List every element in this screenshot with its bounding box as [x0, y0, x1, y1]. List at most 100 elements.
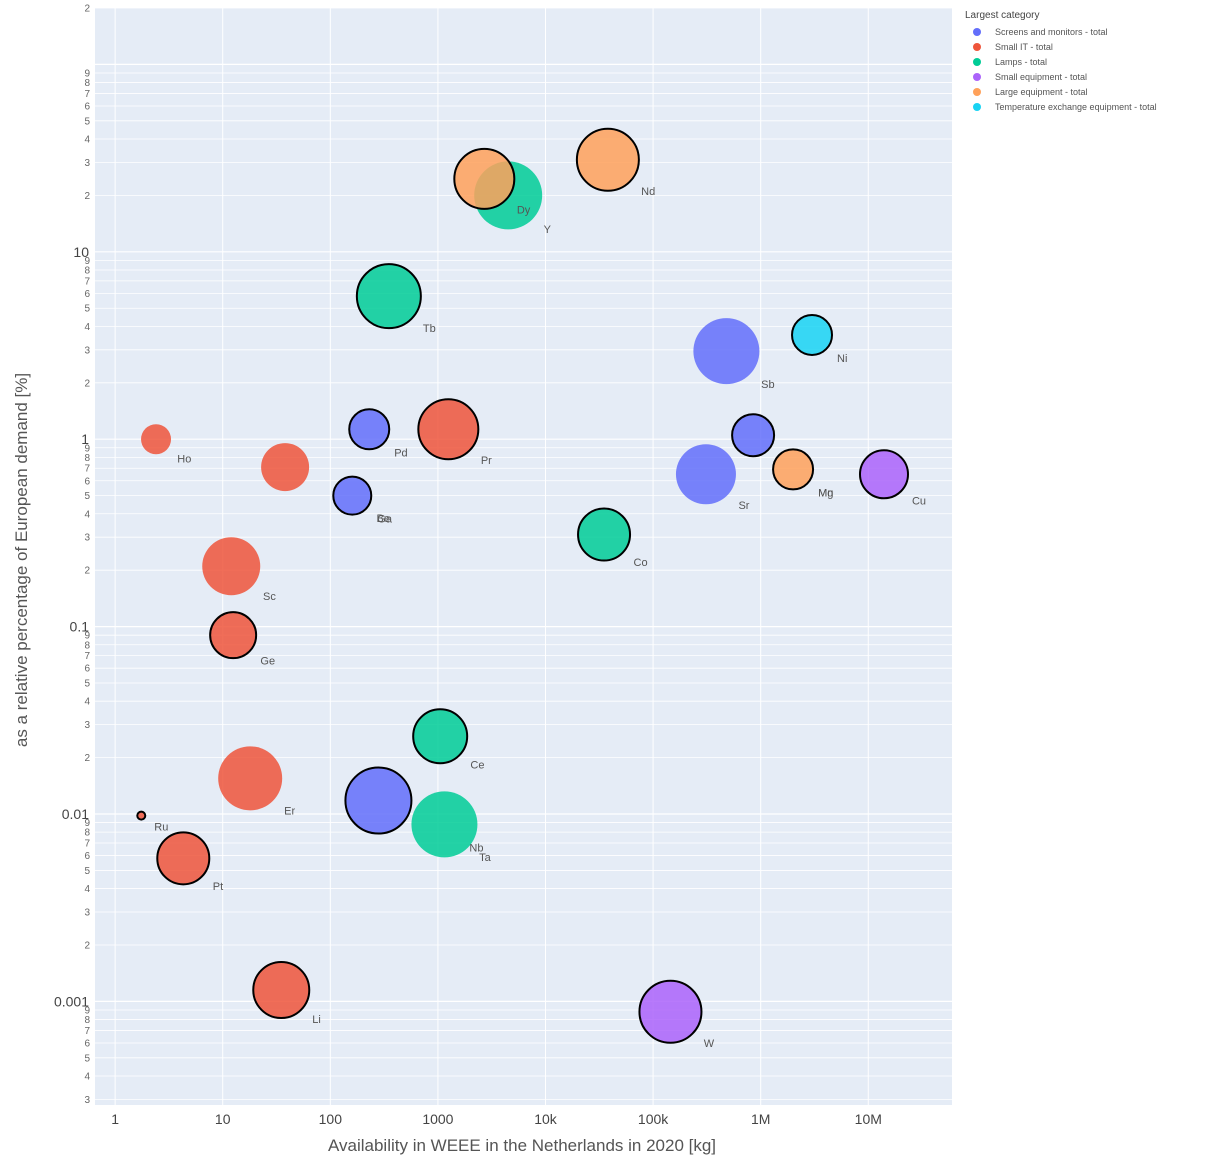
y-minor-tick-label: 6 [84, 1038, 90, 1049]
y-minor-tick-label: 4 [84, 322, 90, 333]
y-minor-tick-label: 3 [84, 158, 90, 169]
y-minor-tick-label: 4 [84, 697, 90, 708]
y-minor-tick-label: 6 [84, 851, 90, 862]
y-minor-tick-label: 6 [84, 476, 90, 487]
bubble-pt [156, 831, 211, 886]
bubble-unlabeled [261, 443, 310, 492]
x-axis-label: Availability in WEEE in the Netherlands … [328, 1136, 716, 1155]
y-minor-tick-label: 9 [84, 443, 90, 454]
x-tick-label: 1 [111, 1111, 119, 1127]
grid-lines [95, 7, 952, 1105]
bubble-mg [772, 448, 815, 491]
point-label-ru: Ru [154, 822, 168, 834]
legend-marker [973, 27, 981, 36]
bubble-li [252, 961, 311, 1020]
legend: Largest category Screens and monitors - … [965, 10, 1205, 114]
y-minor-tick-label: 3 [84, 533, 90, 544]
legend-item[interactable]: Lamps - total [965, 54, 1205, 69]
y-minor-tick-label: 7 [84, 464, 90, 475]
axis-ticks: 34567890.001234567890.01234567890.123456… [54, 4, 882, 1128]
bubble-tb [355, 263, 422, 330]
y-minor-tick-label: 9 [84, 1005, 90, 1016]
bubble-sc [202, 537, 261, 596]
y-minor-tick-label: 3 [84, 907, 90, 918]
y-minor-tick-label: 9 [84, 631, 90, 642]
point-label-er: Er [284, 805, 295, 817]
point-label-sb: Sb [761, 379, 774, 391]
bubble-ru [136, 810, 147, 821]
bubble-nd [575, 127, 640, 192]
y-tick-label: 0.01 [62, 806, 89, 822]
y-minor-tick-label: 4 [84, 1071, 90, 1082]
y-minor-tick-label: 8 [84, 453, 90, 464]
point-label-li: Li [312, 1014, 321, 1026]
y-minor-tick-label: 2 [84, 753, 90, 764]
y-minor-tick-label: 8 [84, 78, 90, 89]
y-minor-tick-label: 5 [84, 491, 90, 502]
y-tick-label: 0.001 [54, 993, 89, 1009]
y-minor-tick-label: 2 [84, 566, 90, 577]
point-label-y: Y [544, 224, 552, 236]
point-label-ce: Ce [470, 759, 484, 771]
bubble-unlabeled [344, 766, 413, 835]
y-minor-tick-label: 2 [84, 940, 90, 951]
y-tick-label: 0.1 [70, 619, 90, 635]
point-label-ho: Ho [177, 453, 191, 465]
y-minor-tick-label: 9 [84, 68, 90, 79]
point-label-nd: Nd [641, 186, 655, 198]
point-label-be: Be [377, 513, 390, 525]
legend-item[interactable]: Large equipment - total [965, 84, 1205, 99]
legend-label: Temperature exchange equipment - total [995, 101, 1157, 112]
point-label-ge: Ge [260, 655, 275, 667]
y-minor-tick-label: 7 [84, 276, 90, 287]
x-tick-label: 1M [751, 1111, 770, 1127]
bubble-sr [675, 444, 736, 505]
y-minor-tick-label: 9 [84, 818, 90, 829]
y-minor-tick-label: 7 [84, 651, 90, 662]
y-axis-label: as a relative percentage of European dem… [12, 373, 31, 747]
bubble-ta [411, 791, 478, 858]
y-minor-tick-label: 3 [84, 720, 90, 731]
bubble-ni [791, 313, 834, 356]
x-tick-label: 10 [215, 1111, 231, 1127]
bubble-co [577, 507, 632, 562]
legend-item[interactable]: Small equipment - total [965, 69, 1205, 84]
y-minor-tick-label: 5 [84, 304, 90, 315]
point-label-ga: Ga [377, 514, 393, 526]
legend-label: Screens and monitors - total [995, 26, 1108, 37]
legend-label: Large equipment - total [995, 86, 1088, 97]
y-minor-tick-label: 3 [84, 345, 90, 356]
legend-title: Largest category [965, 10, 1040, 21]
legend-label: Small IT - total [995, 41, 1053, 52]
bubble-be [332, 475, 373, 516]
y-minor-tick-label: 6 [84, 101, 90, 112]
legend-marker [973, 42, 981, 51]
point-label-pt: Pt [213, 881, 223, 893]
bubble-sb [693, 318, 760, 385]
legend-item[interactable]: Small IT - total [965, 39, 1205, 54]
y-minor-tick-label: 7 [84, 839, 90, 850]
y-minor-tick-label: 8 [84, 1015, 90, 1026]
point-label-ta: Ta [479, 852, 492, 864]
point-label-ni: Ni [837, 353, 847, 365]
point-label-tb: Tb [423, 323, 436, 335]
y-minor-tick-label: 7 [84, 1026, 90, 1037]
point-label-sr: Sr [738, 500, 749, 512]
legend-label: Small equipment - total [995, 71, 1088, 82]
y-minor-tick-label: 4 [84, 509, 90, 520]
legend-item[interactable]: Temperature exchange equipment - total [965, 99, 1205, 114]
point-label-mn: Mn [818, 487, 833, 499]
y-minor-tick-label: 2 [84, 4, 90, 15]
y-minor-tick-label: 3 [84, 1095, 90, 1106]
bubble-er [218, 746, 283, 811]
bubble-pr [417, 398, 480, 461]
point-label-sc: Sc [263, 591, 276, 603]
y-minor-tick-label: 9 [84, 256, 90, 267]
point-label-dy: Dy [517, 204, 531, 216]
y-minor-tick-label: 4 [84, 884, 90, 895]
legend-item[interactable]: Screens and monitors - total [965, 24, 1205, 39]
bubble-ce [412, 708, 469, 765]
x-tick-label: 100k [638, 1111, 669, 1127]
